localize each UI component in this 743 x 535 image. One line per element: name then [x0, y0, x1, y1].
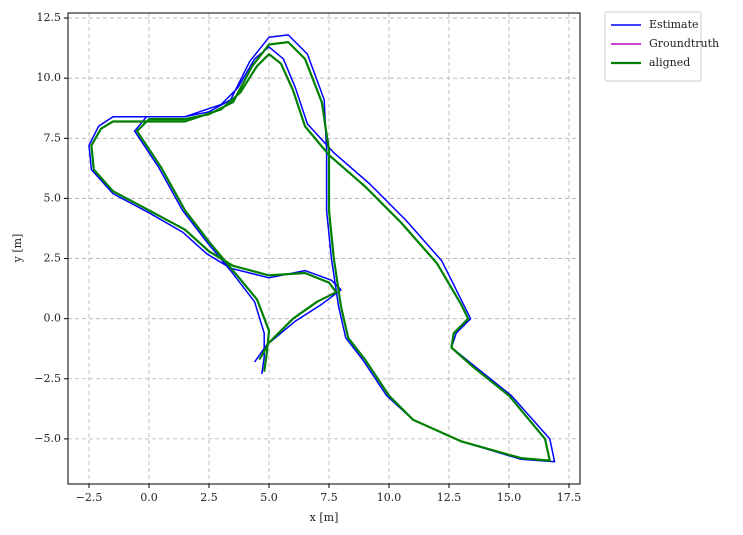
y-tick-label: −5.0 [34, 432, 61, 445]
x-tick-label: 2.5 [200, 491, 218, 504]
x-tick-label: 7.5 [320, 491, 338, 504]
y-axis-label: y [m] [11, 234, 24, 264]
trajectory-line [90, 41, 551, 462]
x-tick-label: 10.0 [377, 491, 402, 504]
x-tick-label: 17.5 [557, 491, 582, 504]
trajectory-line [88, 34, 556, 463]
legend-label: Groundtruth [649, 37, 719, 50]
x-tick-label: 5.0 [260, 491, 278, 504]
x-tick-label: −2.5 [76, 491, 103, 504]
y-tick-label: 5.0 [44, 191, 62, 204]
x-tick-label: 15.0 [497, 491, 522, 504]
legend-label: Estimate [649, 18, 699, 31]
y-tick-label: 7.5 [44, 131, 62, 144]
x-tick-label: 0.0 [140, 491, 158, 504]
y-tick-label: −2.5 [34, 372, 61, 385]
x-axis-label: x [m] [310, 511, 339, 524]
y-tick-label: 2.5 [44, 252, 62, 265]
trajectory-line [90, 41, 551, 462]
y-tick-label: 12.5 [37, 11, 62, 24]
x-tick-label: 12.5 [437, 491, 462, 504]
y-tick-label: 0.0 [44, 312, 62, 325]
legend-label: aligned [649, 56, 690, 69]
y-tick-label: 10.0 [37, 71, 62, 84]
plot-frame [67, 12, 581, 485]
